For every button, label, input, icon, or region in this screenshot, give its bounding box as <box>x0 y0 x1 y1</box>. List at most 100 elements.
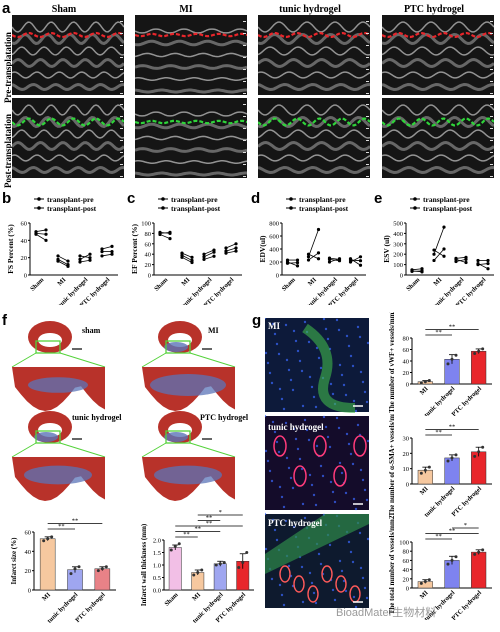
nucleus <box>292 525 296 529</box>
echo-image-post-3 <box>382 98 494 178</box>
bar <box>471 551 487 589</box>
data-point <box>222 561 226 564</box>
y-tick-label: 40 <box>145 252 152 259</box>
pair-line <box>308 253 319 260</box>
post-point <box>66 259 70 263</box>
vessel <box>279 565 291 583</box>
nucleus <box>301 404 305 408</box>
legend-marker <box>37 206 41 210</box>
pre-point <box>78 257 82 261</box>
nucleus <box>317 356 321 360</box>
pre-point <box>348 260 353 264</box>
nucleus <box>298 359 302 363</box>
col-title-ptc: PTC hydrogel <box>403 4 465 15</box>
y-tick-label: 0.5 <box>153 575 161 582</box>
nucleus <box>278 387 282 391</box>
sig-label: ** <box>449 324 456 331</box>
zoom-line <box>141 442 167 458</box>
zoom-line <box>59 442 106 458</box>
pre-point <box>410 269 414 273</box>
nucleus <box>265 512 267 516</box>
nucleus <box>366 537 369 541</box>
legend-label: transplant-pre <box>171 195 218 204</box>
pair-line <box>225 247 237 252</box>
pre-point <box>56 259 60 263</box>
nucleus <box>273 332 277 336</box>
nucleus <box>344 393 348 397</box>
nucleus <box>326 435 330 439</box>
y-tick-label: 20 <box>403 451 410 458</box>
x-tick-label: MI <box>432 276 443 287</box>
nucleus <box>284 323 288 327</box>
pre-point <box>202 252 206 256</box>
data-point <box>454 353 458 357</box>
micro-g <box>265 318 369 608</box>
echo-image-pre-1 <box>135 15 247 95</box>
pre-point <box>202 255 206 259</box>
y-tick-label: 2.0 <box>153 538 161 545</box>
echo-trace <box>258 117 370 127</box>
y-tick-label: 40 <box>21 238 28 245</box>
nucleus <box>359 468 363 472</box>
post-point <box>442 225 446 229</box>
y-tick-label: 20 <box>403 576 410 583</box>
pair-line <box>308 229 319 257</box>
pre-point <box>224 246 228 250</box>
pair-line <box>181 254 193 261</box>
nucleus <box>349 452 353 456</box>
data-point <box>50 535 54 539</box>
post-point <box>110 250 114 254</box>
pair-line <box>159 234 171 239</box>
echo-trace <box>12 31 124 39</box>
bar <box>67 569 83 591</box>
pair-line <box>203 255 215 260</box>
pair-line <box>181 256 193 263</box>
post-point <box>486 261 490 266</box>
post-point <box>234 246 238 250</box>
data-point <box>446 459 450 463</box>
nucleus <box>303 418 307 422</box>
nucleus <box>338 559 342 563</box>
y-tick-label: 0 <box>276 273 279 280</box>
y-tick-label: 0 <box>28 588 31 595</box>
y-tick-label: 1.5 <box>153 550 161 557</box>
y-tick-label: 20 <box>403 370 410 377</box>
data-point <box>200 568 204 572</box>
nucleus <box>289 476 293 480</box>
legend-marker <box>289 197 293 201</box>
nucleus <box>265 318 267 320</box>
y-axis-title: EDV(ul) <box>258 235 267 263</box>
nucleus <box>365 498 369 502</box>
y-tick-label: 40 <box>403 359 410 366</box>
data-point <box>214 563 218 567</box>
zoom-box <box>35 340 61 354</box>
nucleus <box>358 531 362 535</box>
y-tick-label: 20 <box>25 568 32 575</box>
post-point <box>212 250 216 254</box>
infarct-region <box>164 342 188 352</box>
y-tick-label: 20 <box>145 262 152 269</box>
nucleus <box>284 421 288 425</box>
sig-label: * <box>219 510 222 516</box>
nucleus <box>319 464 323 468</box>
y-tick-label: 200 <box>393 252 403 259</box>
nucleus <box>344 491 348 495</box>
pre-point <box>476 263 480 267</box>
sig-label: ** <box>435 429 442 436</box>
nucleus <box>347 442 351 446</box>
y-tick-label: 100 <box>399 540 409 547</box>
x-tick-label: Sham <box>29 276 46 293</box>
nucleus <box>340 569 344 573</box>
y-tick-label: 80 <box>403 336 410 343</box>
panel-label-g: g <box>252 312 262 329</box>
infarct-region <box>164 432 188 442</box>
post-point <box>110 252 114 256</box>
nucleus <box>335 416 339 420</box>
data-point <box>96 569 100 573</box>
post-point <box>442 254 446 258</box>
pre-point <box>78 260 82 264</box>
data-point <box>419 471 423 475</box>
zoom-line <box>11 442 37 458</box>
